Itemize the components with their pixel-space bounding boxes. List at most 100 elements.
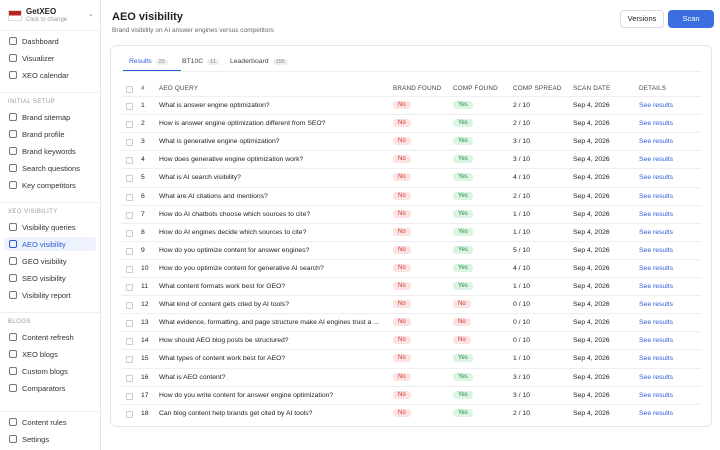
brand-hint[interactable]: Click to change (26, 17, 68, 23)
nav-label[interactable]: AEO visibility (22, 240, 66, 249)
nav-label[interactable]: Brand keywords (22, 147, 76, 156)
see-results-link[interactable]: See results (639, 301, 674, 309)
scan-button[interactable]: Scan (668, 10, 714, 28)
nav-item[interactable]: Brand profile (4, 127, 96, 141)
nav-item[interactable]: XEO calendar (4, 68, 96, 82)
see-results-link[interactable]: See results (639, 355, 674, 363)
see-results-link[interactable]: See results (639, 246, 674, 254)
nav-label[interactable]: Visibility queries (22, 223, 76, 232)
row-checkbox[interactable] (126, 121, 133, 129)
see-results-link[interactable]: See results (639, 373, 674, 381)
see-results-link[interactable]: See results (639, 174, 674, 182)
row-checkbox[interactable] (126, 103, 133, 110)
nav-label[interactable]: SEO visibility (22, 274, 66, 283)
row-checkbox[interactable] (126, 175, 133, 183)
nav-item[interactable]: Comparators (4, 381, 96, 395)
see-results-link[interactable]: See results (639, 283, 674, 290)
status-badge: No (393, 408, 411, 417)
nav-item[interactable]: Visibility report (4, 288, 96, 302)
nav-label[interactable]: Custom blogs (22, 367, 68, 376)
row-checkbox[interactable] (126, 302, 133, 310)
nav-item[interactable]: XEO blogs (4, 347, 96, 361)
nav-label[interactable]: GEO visibility (22, 257, 67, 266)
nav-icon (9, 350, 17, 358)
see-results-link[interactable]: See results (639, 264, 674, 272)
brand-name[interactable]: GetXEO (26, 7, 57, 16)
see-results-link[interactable]: See results (639, 228, 674, 236)
nav-label[interactable]: Dashboard (22, 37, 59, 46)
status-badge: No (393, 173, 411, 182)
nav-item[interactable]: Visualizer (4, 51, 96, 65)
tab[interactable]: Leaderboard 155 (230, 58, 288, 65)
nav-label[interactable]: XEO calendar (22, 71, 69, 80)
cell-text: 13 (141, 319, 149, 327)
nav-item[interactable]: Content rules (4, 415, 96, 429)
row-checkbox[interactable] (126, 229, 133, 237)
nav-label[interactable]: Content rules (22, 418, 67, 427)
row-checkbox[interactable] (126, 247, 133, 255)
nav-item[interactable]: Key competitors (4, 178, 96, 192)
nav-item[interactable]: Dashboard (4, 34, 96, 48)
nav-item[interactable]: AEO visibility (4, 237, 96, 251)
status-badge: Yes (453, 191, 473, 200)
tab-label[interactable]: BT10C (182, 58, 204, 65)
nav-label[interactable]: Brand profile (22, 130, 65, 139)
see-results-link[interactable]: See results (639, 409, 674, 417)
see-results-link[interactable]: See results (639, 138, 674, 146)
nav-label[interactable]: Settings (22, 435, 50, 444)
tab-label[interactable]: Results (129, 58, 152, 65)
column-header: AEO QUERY (159, 85, 199, 92)
nav-label[interactable]: XEO blogs (22, 350, 58, 359)
row-checkbox[interactable] (126, 284, 133, 291)
tab[interactable]: BT10C 11 (182, 58, 219, 65)
row-checkbox[interactable] (126, 193, 133, 201)
see-results-link[interactable]: See results (639, 319, 674, 327)
nav-item[interactable]: Brand sitemap (4, 110, 96, 124)
nav-label[interactable]: Search questions (22, 164, 80, 173)
nav-item[interactable]: Visibility queries (4, 220, 96, 234)
see-results-link[interactable]: See results (639, 156, 674, 164)
cell-text: 2 (141, 120, 145, 128)
row-checkbox[interactable] (126, 338, 133, 346)
row-checkbox[interactable] (126, 410, 133, 418)
status-badge: No (393, 119, 411, 128)
nav-label[interactable]: Visibility report (22, 291, 71, 300)
nav-item[interactable]: Brand keywords (4, 144, 96, 158)
status-badge: No (393, 263, 411, 272)
select-all-checkbox[interactable] (126, 86, 133, 93)
cell-text: Sep 4, 2026 (573, 228, 610, 236)
see-results-link[interactable]: See results (639, 391, 674, 399)
see-results-link[interactable]: See results (639, 102, 674, 109)
see-results-link[interactable]: See results (639, 337, 674, 345)
nav-label[interactable]: Comparators (22, 384, 66, 393)
tab-label[interactable]: Leaderboard (230, 58, 269, 65)
row-checkbox[interactable] (126, 392, 133, 400)
versions-button[interactable]: Versions (620, 10, 664, 28)
nav-item[interactable]: GEO visibility (4, 254, 96, 268)
nav-label[interactable]: Content refresh (22, 333, 74, 342)
nav-item[interactable]: Settings (4, 432, 96, 446)
nav-label[interactable]: Key competitors (22, 181, 76, 190)
row-checkbox[interactable] (126, 139, 133, 147)
nav-label[interactable]: Brand sitemap (22, 113, 71, 122)
nav-label[interactable]: Visualizer (22, 54, 55, 63)
status-badge: Yes (453, 372, 473, 381)
row-checkbox[interactable] (126, 265, 133, 273)
row-checkbox[interactable] (126, 356, 133, 364)
see-results-link[interactable]: See results (639, 210, 674, 218)
nav-item[interactable]: Content refresh (4, 330, 96, 344)
status-badge: Yes (453, 354, 473, 363)
chevron[interactable]: ⌄ (88, 11, 94, 18)
column-header: SCAN DATE (573, 85, 611, 92)
nav-item[interactable]: SEO visibility (4, 271, 96, 285)
row-checkbox[interactable] (126, 374, 133, 382)
nav-item[interactable]: Custom blogs (4, 364, 96, 378)
status-badge: Yes (453, 173, 473, 182)
row-checkbox[interactable] (126, 157, 133, 165)
see-results-link[interactable]: See results (639, 192, 674, 200)
row-checkbox[interactable] (126, 320, 133, 328)
see-results-link[interactable]: See results (639, 120, 674, 128)
row-checkbox[interactable] (126, 211, 133, 219)
nav-item[interactable]: Search questions (4, 161, 96, 175)
tab[interactable]: Results 25 (129, 58, 168, 65)
